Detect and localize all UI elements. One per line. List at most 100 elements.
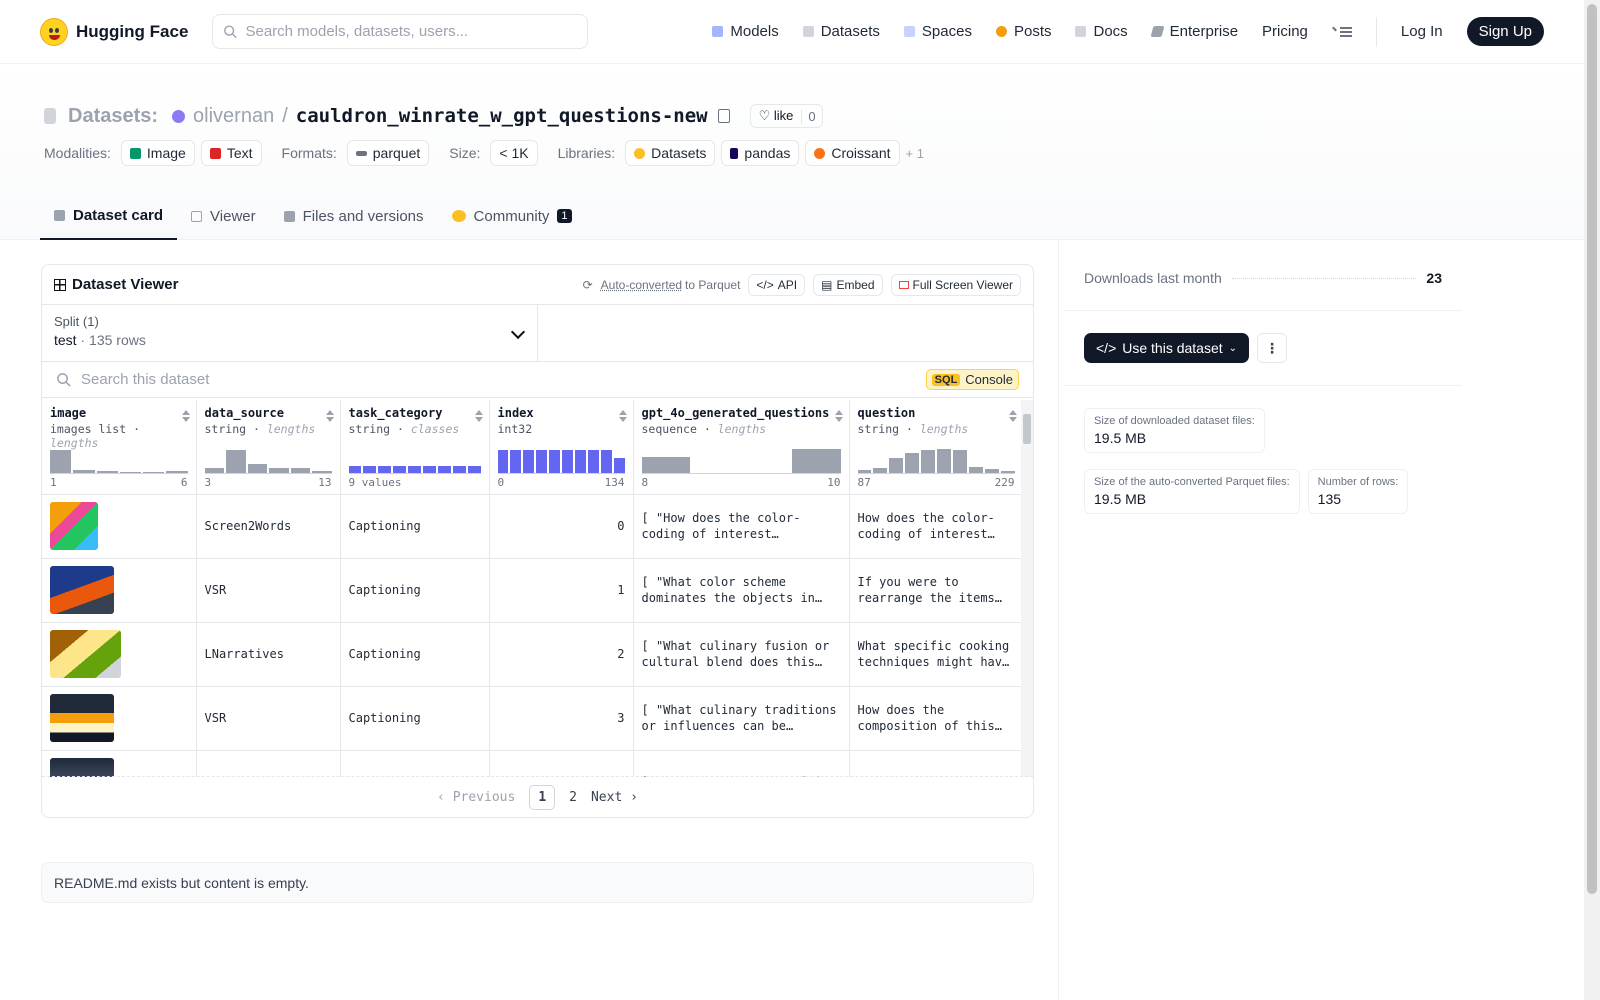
more-menu-icon[interactable]: [1331, 25, 1352, 39]
image-cell[interactable]: [42, 686, 197, 751]
data-source-cell[interactable]: Screen2Words: [196, 494, 341, 559]
column-header-3[interactable]: index int32 0 134: [489, 400, 634, 495]
tab-community[interactable]: Community 1: [438, 192, 586, 240]
question-cell[interactable]: How does the color-coding of interest ca…: [849, 494, 1023, 559]
more-tags[interactable]: + 1: [905, 145, 924, 161]
image-cell[interactable]: [42, 494, 197, 559]
tab-files[interactable]: Files and versions: [270, 192, 438, 240]
column-header-1[interactable]: data_source string · lengths 3 13: [196, 400, 341, 495]
gpt-questions-cell[interactable]: [ "How does the color-coding of interest…: [633, 494, 850, 559]
page-scrollbar-thumb[interactable]: [1587, 4, 1597, 894]
nav-posts[interactable]: Posts: [995, 23, 1051, 40]
data-source-cell[interactable]: VSR: [196, 558, 341, 623]
full-screen-button[interactable]: Full Screen Viewer: [890, 273, 1021, 296]
gpt-questions-cell[interactable]: [ "How does the composition: [633, 750, 850, 777]
split-select[interactable]: Split (1) test · 135 rows: [42, 305, 538, 361]
sort-icon[interactable]: [474, 410, 483, 422]
embed-button[interactable]: ▤ Embed: [813, 273, 883, 296]
tag-text[interactable]: Text: [200, 140, 262, 166]
table-row[interactable]: VSR Captioning 1[ "What color scheme domin…: [42, 558, 1023, 623]
column-histogram[interactable]: [497, 446, 625, 474]
nav-spaces[interactable]: Spaces: [903, 23, 972, 40]
index-cell[interactable]: 3: [489, 686, 634, 751]
table-row[interactable]: [ "How does the compositionWhat narrativ…: [42, 750, 1023, 777]
column-histogram[interactable]: [857, 446, 1015, 474]
logo[interactable]: Hugging Face: [40, 17, 188, 46]
site-search[interactable]: [212, 14, 589, 49]
index-cell[interactable]: 2: [489, 622, 634, 687]
table-row[interactable]: Screen2Words Captioning 0[ "How does the c…: [42, 494, 1023, 559]
scrollbar-thumb[interactable]: [1023, 414, 1031, 444]
section-label[interactable]: Datasets:: [68, 104, 159, 127]
question-cell[interactable]: How does the composition of this meal re…: [849, 686, 1023, 751]
sort-icon[interactable]: [834, 410, 843, 422]
nav-datasets[interactable]: Datasets: [802, 23, 880, 40]
page-1-button[interactable]: 1: [529, 784, 556, 810]
data-source-cell[interactable]: VSR: [196, 686, 341, 751]
data-source-cell[interactable]: [196, 750, 341, 777]
use-this-dataset-button[interactable]: </> Use this dataset ⌄: [1084, 333, 1250, 363]
more-options-button[interactable]: ⋮: [1257, 333, 1288, 363]
column-header-4[interactable]: gpt_4o_generated_questions sequence · len…: [633, 400, 850, 495]
tag-parquet[interactable]: parquet: [346, 140, 430, 166]
tab-viewer[interactable]: Viewer: [177, 192, 270, 240]
nav-enterprise[interactable]: Enterprise: [1150, 23, 1238, 40]
task-category-cell[interactable]: Captioning: [340, 686, 490, 751]
question-cell[interactable]: What specific cooking techniques might h…: [849, 622, 1023, 687]
gpt-questions-cell[interactable]: [ "What culinary traditions or influence…: [633, 686, 850, 751]
row-thumbnail[interactable]: [50, 566, 114, 614]
column-histogram[interactable]: [348, 446, 481, 474]
row-thumbnail[interactable]: [50, 502, 98, 550]
image-cell[interactable]: [42, 750, 197, 777]
nav-pricing[interactable]: Pricing: [1262, 23, 1308, 40]
owner-link[interactable]: olivernan: [193, 104, 275, 127]
task-category-cell[interactable]: Captioning: [340, 494, 490, 559]
question-cell[interactable]: If you were to rearrange the items in th…: [849, 558, 1023, 623]
gpt-questions-cell[interactable]: [ "What culinary fusion or cultural blen…: [633, 622, 850, 687]
column-histogram[interactable]: [641, 446, 841, 474]
row-thumbnail[interactable]: [50, 758, 114, 777]
sql-console-button[interactable]: SQL Console: [925, 369, 1019, 390]
search-input[interactable]: [245, 23, 578, 40]
copy-icon[interactable]: [717, 109, 730, 123]
table-row[interactable]: VSR Captioning 3[ "What culinary tradition…: [42, 686, 1023, 751]
api-button[interactable]: </> API: [748, 273, 806, 296]
image-cell[interactable]: [42, 622, 197, 687]
column-header-2[interactable]: task_category string · classes 9 values: [340, 400, 490, 495]
tag-datasets[interactable]: Datasets: [625, 140, 716, 166]
nav-models[interactable]: Models: [712, 23, 779, 40]
column-histogram[interactable]: [50, 446, 188, 474]
tag-image[interactable]: Image: [120, 140, 195, 166]
auto-converted-link[interactable]: Auto-converted: [600, 277, 683, 292]
image-cell[interactable]: [42, 558, 197, 623]
index-cell[interactable]: 1: [489, 558, 634, 623]
data-source-cell[interactable]: LNarratives: [196, 622, 341, 687]
nav-docs[interactable]: Docs: [1075, 23, 1128, 40]
tab-dataset-card[interactable]: Dataset card: [40, 192, 178, 240]
tag-croissant[interactable]: Croissant: [805, 140, 900, 166]
repo-name[interactable]: cauldron_winrate_w_gpt_questions-new: [295, 105, 708, 127]
sort-icon[interactable]: [181, 410, 190, 422]
row-thumbnail[interactable]: [50, 630, 121, 678]
column-histogram[interactable]: [204, 446, 332, 474]
next-page-button[interactable]: Next ›: [590, 789, 638, 805]
page-2-button[interactable]: 2: [569, 789, 577, 805]
login-link[interactable]: Log In: [1401, 23, 1443, 40]
like-button[interactable]: ♡ like 0: [749, 104, 823, 128]
task-category-cell[interactable]: [340, 750, 490, 777]
question-cell[interactable]: What narrative: [849, 750, 1023, 777]
task-category-cell[interactable]: Captioning: [340, 622, 490, 687]
sort-icon[interactable]: [325, 410, 334, 422]
index-cell[interactable]: [489, 750, 634, 777]
table-scrollbar[interactable]: [1021, 400, 1033, 777]
gpt-questions-cell[interactable]: [ "What color scheme dominates the objec…: [633, 558, 850, 623]
row-thumbnail[interactable]: [50, 694, 114, 742]
page-scrollbar[interactable]: [1584, 0, 1600, 1000]
signup-button[interactable]: Sign Up: [1466, 17, 1544, 46]
table-row[interactable]: LNarratives Captioning 2[ "What culinary f…: [42, 622, 1023, 687]
prev-page-button[interactable]: ‹ Previous: [437, 789, 516, 805]
column-header-5[interactable]: question string · lengths 87 229: [849, 400, 1023, 495]
index-cell[interactable]: 0: [489, 494, 634, 559]
tag-pandas[interactable]: pandas: [721, 140, 800, 166]
task-category-cell[interactable]: Captioning: [340, 558, 490, 623]
